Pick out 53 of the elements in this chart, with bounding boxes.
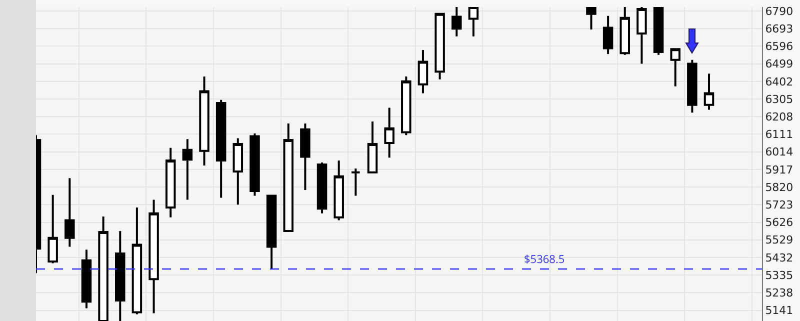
candlestick: [636, 7, 647, 65]
candlestick: [81, 248, 92, 310]
candlestick: [316, 162, 328, 214]
candlestick: [250, 132, 260, 197]
y-tick-label: 5335: [765, 268, 794, 282]
y-tick-label: 5820: [765, 180, 794, 194]
candlestick: [300, 122, 310, 191]
candlestick: [182, 138, 193, 201]
candlestick: [653, 7, 664, 56]
candlestick: [384, 106, 394, 159]
candlestick: [64, 177, 75, 248]
y-tick-label: 6693: [765, 22, 794, 36]
candlestick: [165, 146, 176, 218]
candlestick: [266, 194, 277, 270]
candlestick: [452, 7, 462, 38]
candlestick: [216, 98, 226, 199]
y-tick-label: 5238: [765, 286, 794, 300]
y-tick-label: 5626: [765, 216, 794, 230]
candlestick: [434, 12, 445, 80]
y-tick-label: 6305: [765, 92, 794, 106]
candlestick: [401, 76, 412, 136]
ref-line-label: $5368.5: [524, 252, 565, 267]
y-tick-label: 6790: [765, 4, 794, 18]
y-tick-label: 6596: [765, 40, 794, 54]
y-tick-label: 6014: [765, 146, 794, 159]
candlestick: [468, 7, 479, 38]
candlestick: [98, 215, 108, 321]
y-tick-label: 6499: [765, 58, 794, 71]
y-tick-label: 5529: [765, 234, 794, 247]
candlestick: [704, 72, 714, 111]
y-tick-label: 5432: [765, 251, 794, 264]
candlestick: [586, 7, 596, 31]
candlestick: [232, 137, 244, 206]
candlestick: [115, 230, 126, 321]
candlestick: [132, 206, 142, 316]
candlestick: [367, 120, 378, 174]
y-tick-label: 6402: [765, 75, 794, 88]
candlestick: [350, 168, 361, 197]
candlestick: [670, 47, 680, 88]
candlestick: [620, 7, 630, 56]
candlestick: [334, 160, 344, 222]
candlestick: [48, 194, 58, 264]
y-tick-label: 6208: [765, 110, 794, 124]
y-tick-label: 5917: [765, 163, 794, 176]
candlestick: [148, 198, 159, 314]
candlestick: [418, 49, 428, 94]
candlestick: [602, 14, 614, 56]
candlestick: [199, 76, 210, 166]
y-tick-label: 6111: [765, 128, 794, 142]
y-tick-label: 5723: [765, 198, 794, 212]
candlestick: [283, 122, 294, 234]
candlestick: [687, 58, 698, 114]
y-tick-label: 5141: [765, 304, 794, 318]
